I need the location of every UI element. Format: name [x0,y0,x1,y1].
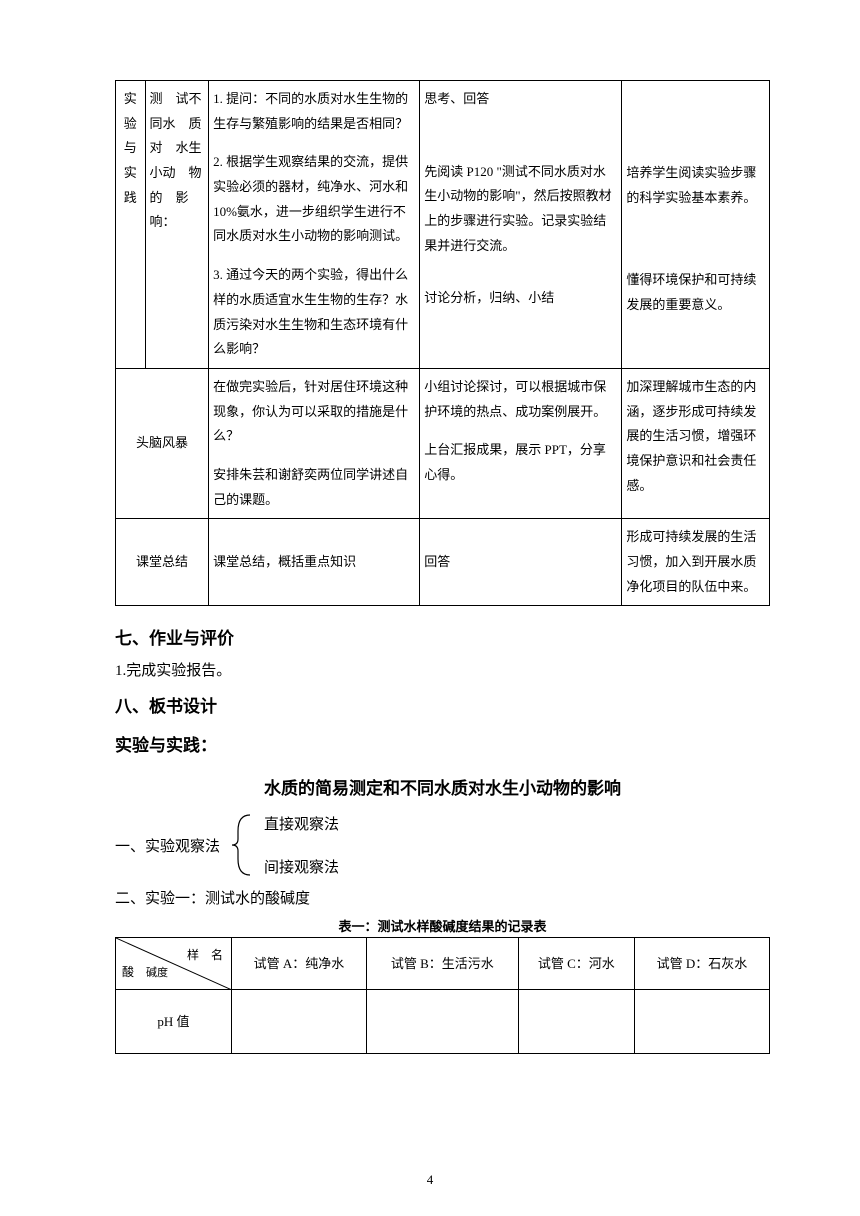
header-a: 试管 A：纯净水 [232,938,367,990]
method-b: 间接观察法 [264,856,339,877]
cell-brainstorm-intent: 加深理解城市生态的内涵，逐步形成可持续发展的生活习惯，增强环境保护意识和社会责任… [622,368,770,518]
cell-empty [232,990,367,1054]
page-number: 4 [427,1172,434,1188]
para: 1. 提问：不同的水质对水生生物的生存与繁殖影响的结果是否相同？ [213,87,415,136]
cell-student-activity: 思考、回答 先阅读 P120 "测试不同水质对水生小动物的影响"，然后按照教材上… [420,81,622,369]
section-8-heading: 八、板书设计 [115,692,770,717]
board-title: 水质的简易测定和不同水质对水生小动物的影响 [115,774,770,799]
cell-section-label: 实验与实践 [116,81,146,369]
cell-brainstorm-student: 小组讨论探讨，可以根据城市保护环境的热点、成功案例展开。 上台汇报成果，展示 P… [420,368,622,518]
para: 先阅读 P120 "测试不同水质对水生小动物的影响"，然后按照教材上的步骤进行实… [424,160,617,259]
cell-summary-label: 课堂总结 [116,519,209,606]
cell-summary-intent: 形成可持续发展的生活习惯，加入到开展水质净化项目的队伍中来。 [622,519,770,606]
cell-teacher-activity: 1. 提问：不同的水质对水生生物的生存与繁殖影响的结果是否相同？ 2. 根据学生… [209,81,420,369]
para: 2. 根据学生观察结果的交流，提供实验必须的器材，纯净水、河水和 10%氨水，进… [213,150,415,249]
ph-record-table: 样 名 酸 碱度 试管 A：纯净水 试管 B：生活污水 试管 C：河水 试管 D… [115,937,770,1054]
method-label: 一、实验观察法 [115,835,220,856]
corner-top-label: 样 名 [187,944,223,967]
row-label-ph: pH 值 [116,990,232,1054]
cell-empty [518,990,634,1054]
para: 3. 通过今天的两个实验，得出什么样的水质适宜水生生物的生存？水质污染对水生生物… [213,263,415,362]
homework-item: 1.完成实验报告。 [115,659,770,680]
header-c: 试管 C：河水 [518,938,634,990]
experiment-line: 二、实验一：测试水的酸碱度 [115,887,770,908]
header-b: 试管 B：生活污水 [366,938,518,990]
observation-method-row: 一、实验观察法 直接观察法 间接观察法 [115,813,770,877]
para: 懂得环境保护和可持续发展的重要意义。 [626,268,765,317]
para: 在做完实验后，针对居住环境这种现象，你认为可以采取的措施是什么？ [213,375,415,449]
cell-empty [366,990,518,1054]
bracket-icon [228,813,256,877]
para: 讨论分析，归纳、小结 [424,286,617,311]
cell-empty [634,990,769,1054]
sub-heading: 实验与实践： [115,731,770,756]
corner-bottom-label: 酸 [122,961,138,984]
cell-subsection-label: 测 试不 同水 质对 水生 小动 物的 影响： [145,81,209,369]
section-7-heading: 七、作业与评价 [115,624,770,649]
corner-cell: 样 名 酸 碱度 [116,938,232,990]
header-d: 试管 D：石灰水 [634,938,769,990]
lesson-plan-table: 实验与实践 测 试不 同水 质对 水生 小动 物的 影响： 1. 提问：不同的水… [115,80,770,606]
corner-sub-label: 碱度 [146,963,168,984]
para: 小组讨论探讨，可以根据城市保护环境的热点、成功案例展开。 [424,375,617,424]
cell-summary-student: 回答 [420,519,622,606]
cell-summary-teacher: 课堂总结，概括重点知识 [209,519,420,606]
para: 思考、回答 [424,87,617,112]
para: 安排朱芸和谢舒奕两位同学讲述自己的课题。 [213,463,415,512]
para: 上台汇报成果，展示 PPT，分享心得。 [424,438,617,487]
cell-design-intent: 培养学生阅读实验步骤的科学实验基本素养。 懂得环境保护和可持续发展的重要意义。 [622,81,770,369]
cell-brainstorm-label: 头脑风暴 [116,368,209,518]
cell-brainstorm-teacher: 在做完实验后，针对居住环境这种现象，你认为可以采取的措施是什么？ 安排朱芸和谢舒… [209,368,420,518]
method-a: 直接观察法 [264,813,339,834]
para: 培养学生阅读实验步骤的科学实验基本素养。 [626,161,765,210]
table-caption: 表一：测试水样酸碱度结果的记录表 [115,916,770,935]
